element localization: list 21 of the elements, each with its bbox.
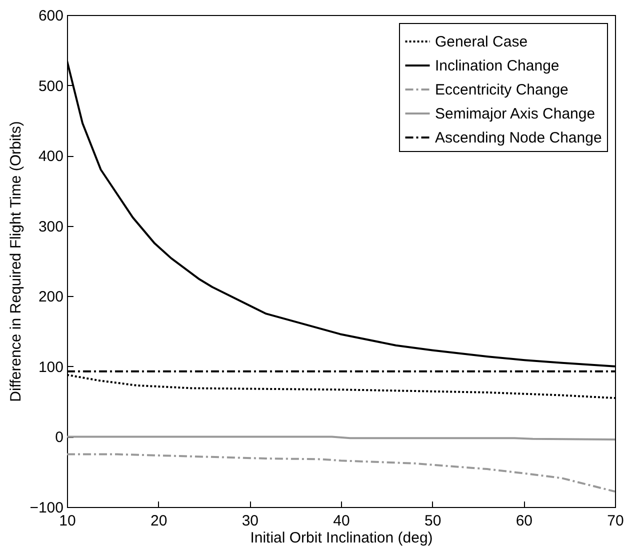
y-tick-label: 200: [38, 288, 64, 306]
x-tick-label: 20: [150, 512, 168, 530]
legend-label: General Case: [435, 34, 528, 50]
legend-label: Ascending Node Change: [435, 130, 602, 146]
legend-label: Inclination Change: [435, 58, 560, 74]
x-tick-label: 60: [516, 512, 533, 530]
y-tick-label: 300: [38, 218, 64, 236]
x-tick-label: 40: [333, 512, 350, 530]
legend-label: Semimajor Axis Change: [435, 106, 596, 122]
x-axis-title: Initial Orbit Inclination (deg): [250, 530, 433, 546]
y-axis-title: Difference in Required Flight Time (Orbits): [8, 121, 25, 402]
y-tick-label: 600: [38, 8, 64, 24]
x-tick-label: 70: [607, 512, 624, 530]
x-tick-label: 50: [424, 512, 442, 530]
y-tick-label: 500: [38, 78, 64, 95]
line-series: [67, 453, 615, 493]
y-tick-label: 0: [55, 429, 64, 446]
x-tick-label: 30: [242, 512, 259, 530]
y-tick-label: 400: [38, 148, 64, 166]
y-tick-label: 100: [38, 358, 64, 376]
legend-label: Eccentricity Change: [435, 82, 568, 98]
